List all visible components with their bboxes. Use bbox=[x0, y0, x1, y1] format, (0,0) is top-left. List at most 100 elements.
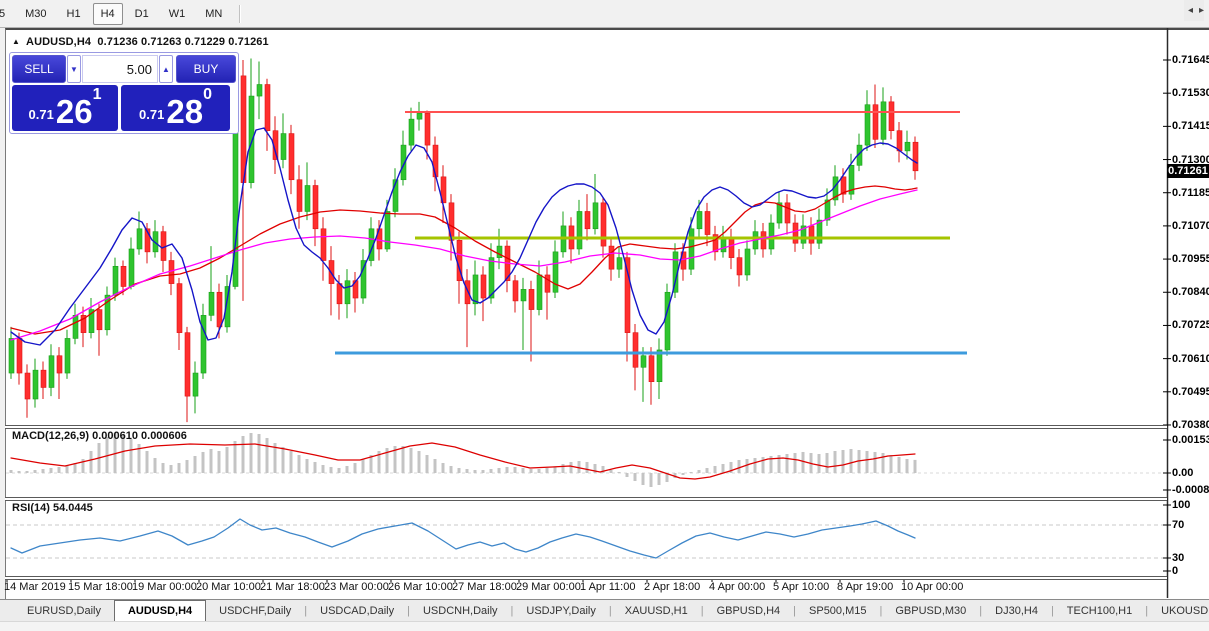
toolbar-separator bbox=[239, 4, 242, 23]
tab-scroll-right-icon[interactable]: ▸ bbox=[1198, 5, 1204, 16]
ask-price-panel[interactable]: 0.71 28 0 bbox=[121, 85, 230, 131]
volume-increase-icon[interactable]: ▲ bbox=[159, 55, 173, 83]
price-axis-label: 0.71415 bbox=[1172, 120, 1209, 133]
tab-scroll-left-icon[interactable]: ◂ bbox=[1187, 5, 1193, 16]
candle-body-bull bbox=[552, 251, 559, 293]
candle-body-bear bbox=[40, 369, 47, 388]
timeframe-button-h1[interactable]: H1 bbox=[66, 7, 81, 20]
price-axis-label: 0.71185 bbox=[1172, 186, 1209, 199]
macd-histogram-bar bbox=[841, 449, 845, 473]
macd-histogram-bar bbox=[25, 471, 29, 473]
macd-histogram-bar bbox=[89, 451, 93, 473]
candle-body-bear bbox=[464, 280, 471, 305]
timeframe-button-d1[interactable]: D1 bbox=[134, 7, 149, 20]
macd-histogram-bar bbox=[793, 452, 797, 473]
timeframe-button-w1[interactable]: W1 bbox=[168, 7, 186, 20]
macd-histogram-bar bbox=[185, 459, 189, 473]
chart-tab-dj30[interactable]: DJ30,H4 bbox=[995, 604, 1038, 617]
trade-controls-row: SELL ▼ ▲ BUY bbox=[12, 55, 236, 83]
time-axis-label: 4 Apr 00:00 bbox=[709, 581, 766, 593]
collapse-arrow-icon[interactable]: ▲ bbox=[12, 37, 21, 46]
bid-price-pip: 1 bbox=[92, 86, 102, 103]
candle-body-bear bbox=[80, 315, 87, 333]
macd-histogram-bar bbox=[817, 454, 821, 473]
volume-decrease-icon[interactable]: ▼ bbox=[67, 55, 81, 83]
candle-body-bull bbox=[8, 338, 15, 374]
candle-body-bear bbox=[264, 84, 271, 131]
volume-input[interactable] bbox=[82, 55, 158, 83]
tab-separator: | bbox=[979, 604, 983, 617]
time-axis-label: 27 Mar 18:00 bbox=[452, 581, 517, 593]
candle-body-bull bbox=[152, 231, 159, 253]
timeframe-button-5[interactable]: 5 bbox=[0, 7, 6, 20]
chart-tab-xauusd[interactable]: XAUUSD,H1 bbox=[624, 604, 688, 617]
sell-button[interactable]: SELL bbox=[12, 55, 66, 83]
timeframe-button-m30[interactable]: M30 bbox=[25, 7, 47, 20]
panel-separator-timeaxis bbox=[5, 576, 1167, 580]
candle-body-bear bbox=[56, 355, 63, 374]
macd-histogram-bar bbox=[289, 451, 293, 473]
candle-body-bull bbox=[472, 274, 479, 305]
chart-tab-audusd[interactable]: AUDUSD,H4 bbox=[113, 600, 207, 621]
time-axis-label: 19 Mar 00:00 bbox=[132, 581, 197, 593]
candle-body-bull bbox=[904, 141, 911, 152]
macd-histogram-bar bbox=[849, 449, 853, 473]
candle-body-bear bbox=[432, 144, 439, 178]
chart-tab-sp500[interactable]: SP500,M15 bbox=[809, 604, 867, 617]
macd-histogram-bar bbox=[369, 454, 373, 473]
chart-tab-tech100[interactable]: TECH100,H1 bbox=[1066, 604, 1133, 617]
chart-tab-gbpusd[interactable]: GBPUSD,H4 bbox=[716, 604, 781, 617]
buy-button[interactable]: BUY bbox=[176, 55, 236, 83]
macd-histogram-bar bbox=[201, 451, 205, 473]
chart-tab-gbpusd[interactable]: GBPUSD,M30 bbox=[895, 604, 967, 617]
candle-body-bull bbox=[880, 101, 887, 140]
timeframe-button-mn[interactable]: MN bbox=[205, 7, 223, 20]
candle-body-bear bbox=[792, 222, 799, 244]
macd-histogram-bar bbox=[769, 456, 773, 473]
candle-body-bull bbox=[864, 104, 871, 146]
macd-histogram-bar bbox=[737, 459, 741, 473]
macd-histogram-bar bbox=[497, 467, 501, 473]
candle-body-bull bbox=[200, 315, 207, 374]
time-axis-label: 5 Apr 10:00 bbox=[773, 581, 830, 593]
macd-indicator-label: MACD(12,26,9) 0.000610 0.000606 bbox=[12, 430, 187, 442]
time-axis-label: 29 Mar 00:00 bbox=[516, 581, 581, 593]
candle-body-bull bbox=[104, 294, 111, 331]
chart-tab-usdcad[interactable]: USDCAD,Daily bbox=[320, 604, 395, 617]
macd-histogram-bar bbox=[897, 456, 901, 473]
chart-ohlc-values: 0.71236 0.71263 0.71229 0.71261 bbox=[97, 36, 269, 48]
chart-tab-eurusd[interactable]: EURUSD,Daily bbox=[27, 604, 101, 617]
panel-separator-rsi bbox=[5, 497, 1167, 501]
macd-histogram-bar bbox=[257, 434, 261, 473]
candle-body-bear bbox=[440, 176, 447, 204]
chart-tab-usdcnh[interactable]: USDCNH,Daily bbox=[422, 604, 498, 617]
time-axis-label: 10 Apr 00:00 bbox=[901, 581, 964, 593]
bid-price-panel[interactable]: 0.71 26 1 bbox=[12, 85, 118, 131]
panel-separator-macd bbox=[5, 425, 1167, 429]
macd-histogram-bar bbox=[81, 459, 85, 473]
candle-body-bear bbox=[512, 280, 519, 302]
candle-body-bull bbox=[848, 165, 855, 195]
chart-tab-ukousd[interactable]: UKOUSD,H4 bbox=[1161, 604, 1209, 617]
macd-histogram-bar bbox=[585, 461, 589, 473]
macd-histogram-bar bbox=[321, 464, 325, 473]
macd-histogram-bar bbox=[705, 467, 709, 473]
tab-separator: | bbox=[407, 604, 410, 617]
macd-histogram-bar bbox=[273, 442, 277, 473]
candle-body-bull bbox=[408, 118, 415, 146]
macd-signal-line bbox=[10, 442, 916, 480]
chart-tab-usdchf[interactable]: USDCHF,Daily bbox=[219, 604, 292, 617]
candle-body-bear bbox=[712, 234, 719, 253]
chart-canvas[interactable] bbox=[0, 0, 1209, 599]
timeframe-button-h4[interactable]: H4 bbox=[92, 2, 123, 25]
chart-tab-usdjpy[interactable]: USDJPY,Daily bbox=[526, 604, 596, 617]
price-axis-label: 0.70380 bbox=[1172, 418, 1209, 431]
macd-histogram-bar bbox=[729, 461, 733, 473]
ask-price-pip: 0 bbox=[203, 86, 212, 103]
indicator-axis-label: -0.000835 bbox=[1172, 484, 1209, 496]
price-axis-label: 0.70955 bbox=[1172, 253, 1209, 266]
candle-body-bear bbox=[704, 211, 711, 235]
macd-histogram-bar bbox=[17, 471, 21, 473]
candle-body-bull bbox=[720, 237, 727, 253]
macd-histogram-bar bbox=[713, 466, 717, 473]
